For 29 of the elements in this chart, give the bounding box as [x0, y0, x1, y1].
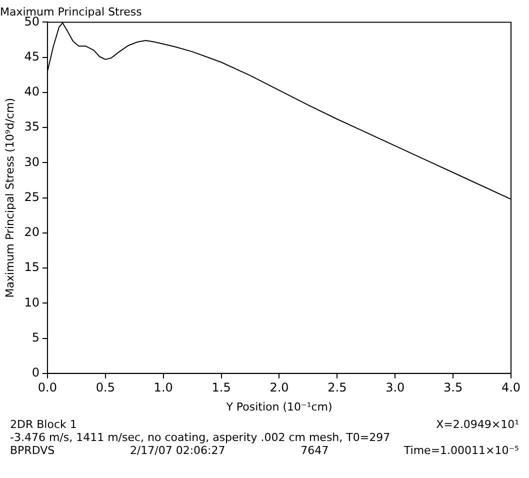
x-tick-label: 2.0	[270, 380, 289, 395]
y-axis-title: Maximum Principal Stress (10⁹d/cm)	[3, 98, 16, 298]
x-tick-label: 1.5	[212, 380, 231, 395]
y-tick-label: 15	[24, 260, 40, 274]
text: -3.476 m/s, 1411 m/sec, no coating, asperity .002 cm mesh, T0=297	[10, 431, 390, 444]
y-tick-label: 45	[24, 49, 40, 64]
x-tick-label: 3.5	[444, 380, 463, 395]
x-axis-title: Y Position (10⁻¹cm)	[225, 400, 332, 414]
y-tick-label: 30	[24, 154, 40, 169]
text: BPRDVS	[10, 444, 55, 457]
text: 2DR Block 1	[10, 418, 77, 431]
y-tick-label: 0	[32, 366, 40, 380]
y-tick-label: 5	[32, 330, 40, 344]
x-tick-label: 0.5	[96, 380, 115, 395]
x-tick-label: 4.0	[501, 380, 521, 395]
x-tick-label: 1.0	[154, 380, 173, 395]
x-tick-label: 2.5	[328, 380, 347, 395]
text: X=2.0949×10¹	[436, 418, 519, 431]
y-tick-label: 20	[24, 225, 40, 240]
x-tick-label: 0.0	[38, 380, 58, 395]
y-tick-label: 10	[24, 295, 40, 310]
text: Time=1.00011×10⁻⁵	[404, 444, 519, 457]
text: 7647	[300, 444, 329, 457]
y-tick-label: 35	[24, 120, 40, 134]
text: 2/17/07 02:06:27	[130, 444, 226, 457]
y-tick-label: 50	[24, 14, 40, 28]
x-tick-label: 3.0	[386, 380, 405, 395]
y-tick-label: 25	[24, 190, 40, 204]
y-tick-label: 40	[24, 84, 40, 99]
